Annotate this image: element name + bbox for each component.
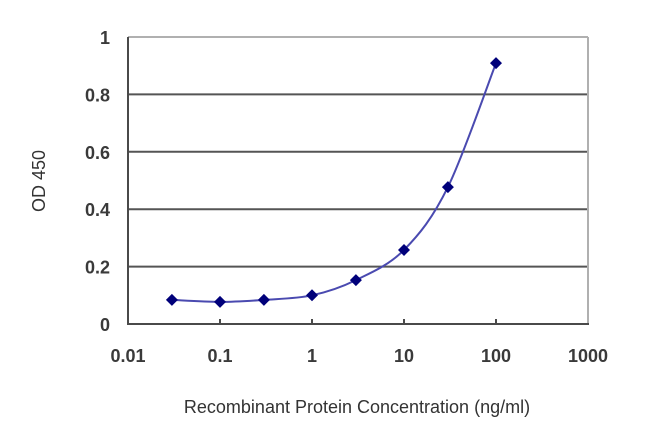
diamond-marker-icon: [441, 181, 454, 194]
plot-area: [127, 36, 589, 325]
diamond-marker-icon: [257, 293, 270, 306]
diamond-marker-icon: [214, 295, 226, 308]
x-tick-label: 10: [394, 346, 414, 366]
y-tick-label: 1: [100, 28, 110, 48]
x-tick-label: 1000: [568, 346, 608, 366]
diamond-marker-icon: [349, 274, 362, 287]
diamond-marker-icon: [306, 289, 318, 302]
plot-background: [128, 37, 588, 324]
y-tick-label: 0.4: [85, 200, 110, 220]
diamond-marker-icon: [165, 293, 178, 306]
x-tick-label: 1: [307, 346, 317, 366]
x-tick-label: 0.01: [110, 346, 145, 366]
data-series-line: [171, 62, 497, 303]
y-axis-title: OD 450: [29, 150, 49, 212]
diamond-marker-icon: [490, 57, 502, 70]
y-tick-label: 0.8: [85, 85, 110, 105]
y-tick-label: 0: [100, 315, 110, 335]
x-axis-title: Recombinant Protein Concentration (ng/ml…: [184, 397, 530, 417]
x-axis-tick-labels: 0.01 0.1 1 10 100 1000: [110, 346, 608, 366]
x-tick-label: 100: [481, 346, 511, 366]
x-axis-ticks: [219, 319, 497, 324]
x-tick-label: 0.1: [207, 346, 232, 366]
data-markers: [165, 57, 502, 308]
y-tick-label: 0.6: [85, 143, 110, 163]
y-tick-label: 0.2: [85, 258, 110, 278]
diamond-marker-icon: [398, 243, 410, 256]
horizontal-gridlines: [128, 93, 588, 268]
y-axis-tick-labels: 0 0.2 0.4 0.6 0.8 1: [85, 28, 110, 335]
